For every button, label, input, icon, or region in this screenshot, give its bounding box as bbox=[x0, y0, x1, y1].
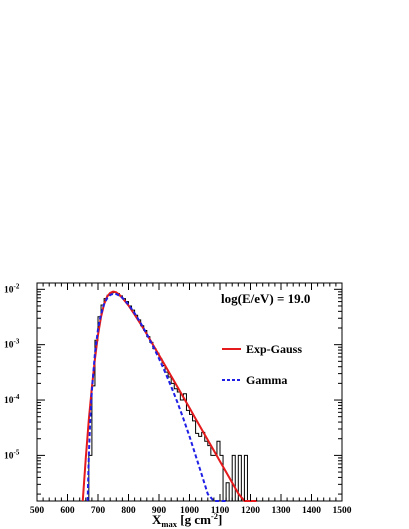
x-tick-label: 900 bbox=[152, 506, 167, 516]
legend-label-exp-gauss: Exp-Gauss bbox=[246, 342, 302, 356]
curve-series bbox=[81, 290, 257, 502]
x-tick-label: 1100 bbox=[211, 506, 230, 516]
y-tick-label: 10-4 bbox=[4, 393, 20, 406]
y-tick-label: 10-2 bbox=[4, 282, 20, 295]
x-tick-label: 1200 bbox=[241, 506, 260, 516]
energy-annotation: log(E/eV) = 19.0 bbox=[221, 291, 310, 306]
x-tick-label: 500 bbox=[30, 506, 45, 516]
series-line-2 bbox=[86, 292, 227, 502]
x-axis-title-units: [g cm bbox=[177, 512, 211, 527]
x-tick-label: 1400 bbox=[302, 506, 321, 516]
x-tick-label: 700 bbox=[91, 506, 106, 516]
x-tick-label: 1300 bbox=[272, 506, 291, 516]
x-axis-title-sub: max bbox=[161, 519, 177, 529]
x-tick-label: 1500 bbox=[333, 506, 352, 516]
x-tick-label: 600 bbox=[60, 506, 75, 516]
axis-ticks: 500 600 700 800 900 1000 1100 1200 1300 1400 1500 1… bbox=[4, 282, 352, 516]
x-axis-title-close: ] bbox=[218, 512, 222, 527]
y-tick-label: 10-3 bbox=[4, 338, 20, 351]
x-tick-label: 800 bbox=[121, 506, 136, 516]
x-axis-title-main: X bbox=[152, 512, 162, 527]
x-axis-title: Xmax [g cm-2] bbox=[152, 511, 222, 529]
x-tick-label: 1000 bbox=[180, 506, 199, 516]
series-line-1 bbox=[81, 290, 257, 502]
legend-label-gamma: Gamma bbox=[246, 373, 287, 387]
x-axis-title-sup: -2 bbox=[211, 511, 218, 521]
plot-frame bbox=[36, 282, 343, 502]
y-tick-label: 10-5 bbox=[4, 448, 20, 461]
